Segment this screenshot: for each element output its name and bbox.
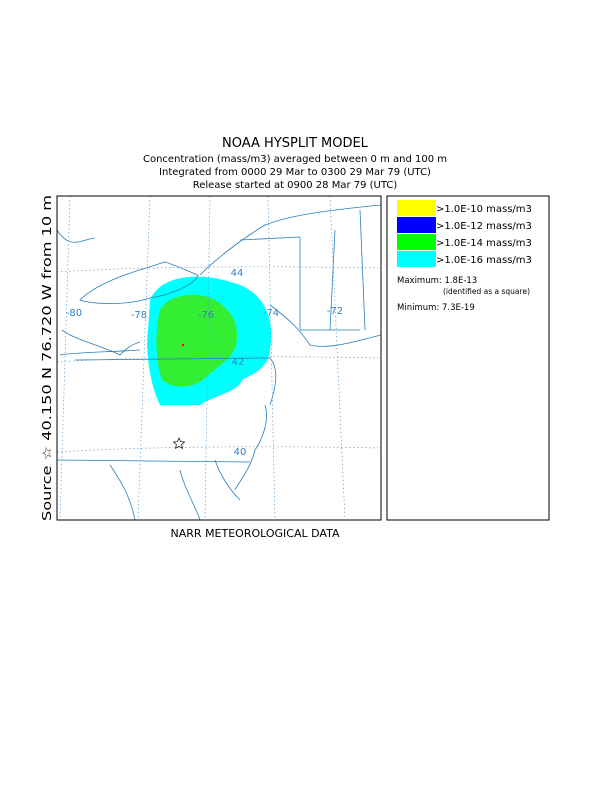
- minimum: Minimum: 7.3E-19: [397, 303, 475, 313]
- grid-label: 40: [234, 447, 247, 458]
- max-square: [182, 344, 184, 346]
- legend: Maximum: 1.8E-13 (identified as a square…: [386, 195, 550, 521]
- legend-label: >1.0E-16 mass/m3: [436, 255, 532, 266]
- subtitle: Release started at 0900 28 Mar 79 (UTC): [193, 180, 398, 191]
- legend-label: >1.0E-12 mass/m3: [436, 221, 532, 232]
- grid-label: -78: [131, 310, 147, 321]
- grid-label: 44: [231, 268, 244, 279]
- maximum: Maximum: 1.8E-13: [397, 276, 477, 286]
- legend-swatch: [397, 251, 436, 267]
- source-label: Source ☆ 40.150 N 76.720 W from 10 m: [40, 195, 54, 521]
- subtitle: Concentration (mass/m3) averaged between…: [143, 154, 447, 165]
- grid-label: -76: [198, 310, 214, 321]
- subtitle: Integrated from 0000 29 Mar to 0300 29 M…: [159, 167, 431, 178]
- legend-swatch: [397, 217, 436, 233]
- maximum-note: (identified as a square): [443, 287, 530, 296]
- legend-swatch: [397, 234, 436, 250]
- legend-swatch: [397, 200, 436, 216]
- legend-frame: [386, 195, 550, 521]
- title: NOAA HYSPLIT MODEL: [222, 136, 369, 151]
- grid-label: 42: [232, 357, 245, 368]
- footer: NARR METEOROLOGICAL DATA: [171, 527, 340, 540]
- plume-inner: [156, 294, 238, 387]
- map-frame: [56, 195, 382, 521]
- grid-label: -74: [263, 308, 279, 319]
- grid-label: -80: [66, 308, 82, 319]
- legend-label: >1.0E-10 mass/m3: [436, 204, 532, 215]
- map: -80 -78 -76 -74 -72 44 42 40: [56, 195, 382, 521]
- legend-label: >1.0E-14 mass/m3: [436, 238, 532, 249]
- grid-label: -72: [327, 306, 343, 317]
- source-star: [172, 437, 186, 450]
- coastline: [57, 204, 381, 520]
